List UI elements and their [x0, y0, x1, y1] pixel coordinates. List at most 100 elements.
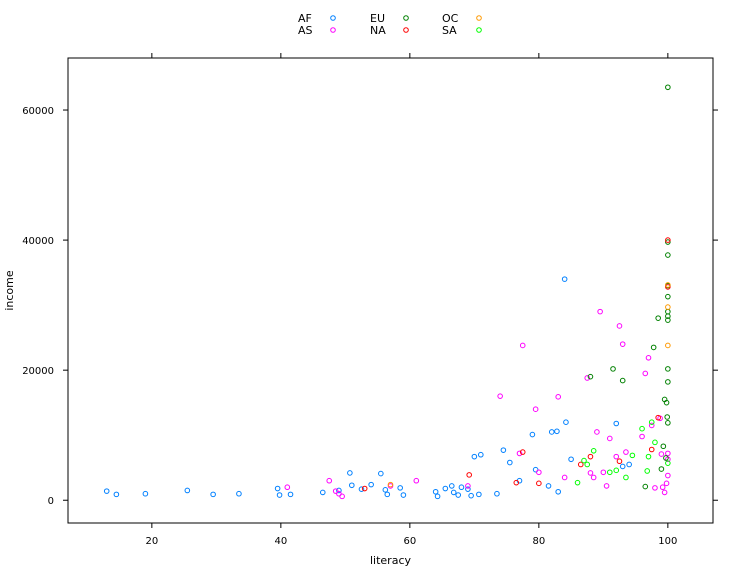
legend-label-as: AS: [298, 24, 313, 37]
data-point-as: [584, 375, 591, 381]
data-point-as: [587, 470, 594, 476]
data-point-eu: [665, 252, 671, 258]
data-point-as: [645, 355, 652, 361]
legend-symbol-na: [403, 27, 409, 33]
data-point-as: [284, 484, 291, 491]
data-point-af: [210, 491, 216, 498]
y-tick-label: 60000: [22, 106, 54, 117]
data-point-af: [561, 276, 568, 282]
data-point-sa: [581, 457, 587, 464]
legend-label-oc: OC: [442, 12, 459, 25]
data-point-as: [658, 451, 665, 457]
data-point-sa: [645, 453, 652, 460]
data-point-eu: [658, 466, 665, 472]
data-point-as: [497, 393, 503, 399]
data-point-af: [626, 461, 632, 468]
data-point-as: [465, 483, 471, 489]
data-point-af: [103, 488, 110, 494]
data-point-as: [555, 394, 562, 400]
data-point-af: [274, 485, 281, 492]
x-tick-label: 100: [658, 536, 677, 547]
data-point-sa: [652, 439, 658, 446]
legend-label-eu: EU: [370, 12, 385, 25]
data-point-eu: [664, 414, 671, 420]
data-point-as: [652, 485, 658, 491]
data-point-na: [361, 485, 368, 492]
data-point-eu: [665, 317, 671, 323]
data-point-af: [113, 491, 120, 498]
data-point-sa: [613, 467, 620, 474]
plot-panel: [67, 57, 714, 524]
data-point-sa: [629, 452, 636, 459]
data-point-as: [639, 433, 645, 440]
y-tick-label: 40000: [22, 236, 54, 247]
data-point-as: [613, 453, 620, 460]
data-point-na: [519, 449, 526, 455]
data-point-af: [455, 492, 462, 498]
data-point-eu: [660, 443, 667, 450]
data-point-af: [465, 486, 471, 492]
data-point-na: [616, 458, 623, 465]
data-point-sa: [639, 425, 645, 432]
data-point-as: [607, 435, 613, 442]
data-point-af: [287, 491, 294, 498]
y-tick-label: 20000: [22, 366, 54, 377]
data-point-oc: [665, 342, 671, 349]
legend-label-af: AF: [298, 12, 312, 25]
data-point-af: [448, 483, 455, 489]
data-point-eu: [663, 399, 670, 406]
data-point-eu: [665, 239, 671, 245]
data-points: [103, 84, 671, 500]
data-point-sa: [648, 419, 655, 425]
data-point-eu: [642, 483, 649, 490]
data-point-as: [663, 480, 670, 487]
data-point-af: [378, 470, 384, 477]
legend-symbol-eu: [403, 15, 409, 21]
data-point-af: [458, 484, 465, 491]
data-point-eu: [665, 84, 671, 91]
data-point-oc: [387, 481, 394, 488]
data-point-as: [619, 341, 626, 347]
data-point-eu: [665, 420, 671, 426]
data-point-as: [665, 450, 671, 457]
data-point-sa: [584, 461, 591, 468]
data-point-as: [590, 474, 597, 481]
data-point-af: [432, 488, 439, 495]
data-point-sa: [665, 460, 671, 466]
data-point-af: [184, 487, 191, 494]
data-point-af: [548, 429, 555, 435]
data-point-as: [616, 323, 623, 329]
data-point-af: [382, 487, 389, 493]
data-point-eu: [665, 308, 671, 315]
data-point-oc: [665, 304, 671, 310]
legend-symbol-oc: [476, 15, 482, 21]
data-point-eu: [665, 293, 671, 300]
data-point-as: [659, 484, 666, 491]
data-point-as: [519, 342, 526, 349]
data-point-af: [397, 485, 403, 491]
y-axis-title: income: [3, 270, 16, 311]
data-point-as: [642, 370, 649, 377]
data-point-as: [536, 469, 542, 476]
data-point-af: [613, 420, 620, 427]
data-point-oc: [665, 282, 671, 288]
data-point-na: [648, 446, 655, 453]
legend-label-sa: SA: [442, 24, 457, 37]
data-point-as: [600, 469, 607, 476]
data-point-as: [516, 450, 523, 457]
y-axis: 0 20000 40000 60000: [22, 106, 718, 507]
data-point-as: [597, 308, 603, 315]
data-point-na: [577, 461, 584, 468]
legend-symbol-af: [330, 15, 336, 21]
data-point-af: [478, 451, 484, 458]
data-point-af: [400, 492, 407, 498]
data-point-af: [358, 486, 365, 492]
y-tick-label: 0: [48, 496, 54, 507]
data-point-af: [529, 431, 536, 438]
data-point-af: [500, 447, 507, 453]
legend-symbol-sa: [476, 27, 482, 33]
data-point-na: [587, 453, 594, 460]
data-point-eu: [587, 373, 594, 380]
data-point-sa: [644, 468, 651, 474]
